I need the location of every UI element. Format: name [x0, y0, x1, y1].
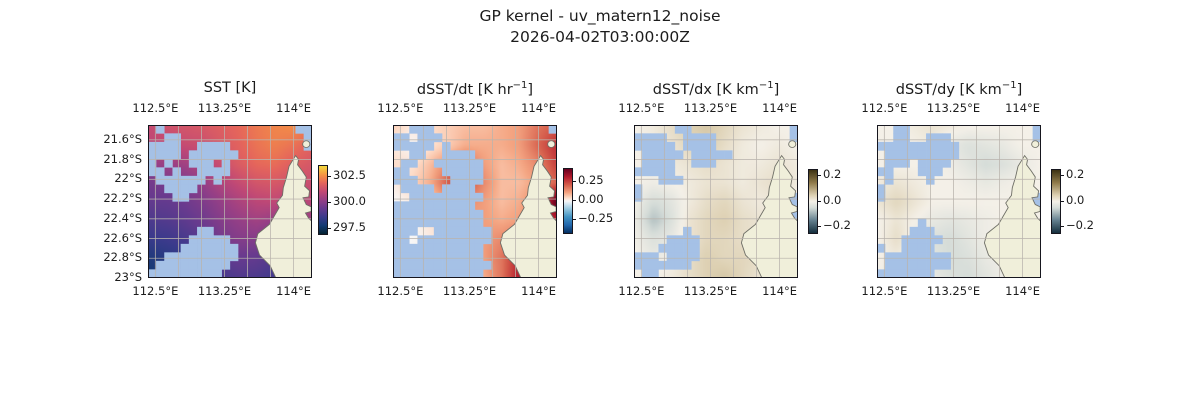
lat-tick-label: 22°S [114, 171, 142, 186]
panel-title-text: dSST/dy [K km [895, 81, 1002, 98]
lon-tick-label-top: 113.25°E [197, 101, 252, 115]
colorbar-tick-label: 302.5 [333, 168, 366, 183]
lon-tick-label-top: 114°E [1005, 101, 1041, 115]
colorbar-gradient-dsst-dy [1051, 169, 1061, 234]
panel-title-sst: SST [K] [148, 80, 312, 96]
panel-title-dsst-dy: dSST/dy [K km−1] [877, 80, 1041, 98]
colorbar-tick [1061, 200, 1064, 202]
map-dsst-dt [393, 125, 557, 278]
panel-title-dsst-dx: dSST/dx [K km−1] [634, 80, 798, 98]
colorbar-tick-label: 0.0 [1066, 192, 1085, 207]
lon-tick-label-top: 113.25°E [683, 101, 738, 115]
colorbar-sst: 302.5 300.0 297.5 [318, 165, 378, 235]
colorbar-tick [1061, 175, 1064, 177]
panel-title-superscript: −1 [758, 80, 774, 91]
lon-tick-label-top: 112.5°E [377, 101, 424, 115]
lat-tick-label: 23°S [114, 270, 142, 284]
colorbar-tick-label: −0.2 [1066, 217, 1094, 232]
colorbar-tick [328, 176, 331, 178]
colorbar-tick [328, 227, 331, 229]
lon-tick-label-top: 114°E [762, 101, 798, 115]
lon-tick-label-bottom: 114°E [1005, 284, 1041, 298]
colorbar-tick [573, 219, 576, 221]
colorbar-tick-label: −0.2 [823, 217, 851, 232]
colorbar-dsst-dt: 0.25 0.00 −0.25 [563, 168, 623, 234]
lon-tick-label-bottom: 112.5°E [132, 284, 179, 298]
colorbar-tick [818, 200, 821, 202]
colorbar-gradient-sst [318, 165, 328, 235]
panel-title-close: ] [527, 81, 534, 98]
lon-tick-label-top: 113.25°E [926, 101, 981, 115]
lat-tick-label: 22.2°S [103, 191, 142, 206]
lat-tick-label: 21.8°S [103, 151, 142, 166]
lon-tick-label-top: 112.5°E [618, 101, 665, 115]
colorbar-tick-label: 297.5 [333, 219, 366, 234]
map-canvas-sst [148, 125, 312, 278]
map-canvas-dsst-dx [634, 125, 798, 278]
colorbar-tick-label: −0.25 [578, 211, 614, 226]
colorbar-gradient-dsst-dt [563, 168, 573, 234]
lon-tick-label-bottom: 112.5°E [618, 284, 665, 298]
colorbar-tick [818, 175, 821, 177]
colorbar-tick-label: 0.0 [823, 192, 842, 207]
map-canvas-dsst-dy [877, 125, 1041, 278]
colorbar-dsst-dy: 0.2 0.0 −0.2 [1051, 167, 1111, 234]
colorbar-tick [328, 202, 331, 204]
colorbar-tick [573, 200, 576, 201]
panel-title-text: dSST/dt [K hr [416, 81, 513, 98]
lon-tick-label-bottom: 113.25°E [197, 284, 252, 298]
lon-tick-label-bottom: 114°E [762, 284, 798, 298]
lon-tick-label-bottom: 112.5°E [377, 284, 424, 298]
map-canvas-dsst-dt [393, 125, 557, 278]
lon-tick-label-top: 113.25°E [442, 101, 497, 115]
panel-title-text: dSST/dx [K km [652, 81, 759, 98]
lat-tick-label: 22.4°S [103, 210, 142, 225]
panel-title-close: ] [773, 81, 780, 98]
colorbar-tick-label: 300.0 [333, 194, 366, 209]
lon-tick-label-top: 112.5°E [132, 101, 179, 115]
panel-title-superscript: −1 [1001, 80, 1017, 91]
lon-tick-label-top: 112.5°E [861, 101, 908, 115]
lon-tick-label-bottom: 113.25°E [683, 284, 738, 298]
colorbar-gradient-dsst-dx [808, 169, 818, 234]
panel-title-superscript: −1 [512, 80, 528, 91]
figure-title-line2: 2026-04-02T03:00:00Z [510, 28, 690, 46]
colorbar-tick-label: 0.00 [578, 192, 604, 206]
lon-tick-label-bottom: 113.25°E [442, 284, 497, 298]
figure-title: GP kernel - uv_matern12_noise 2026-04-02… [0, 6, 1200, 48]
colorbar-dsst-dx: 0.2 0.0 −0.2 [808, 167, 868, 234]
lon-tick-label-top: 114°E [276, 101, 312, 115]
panel-title-dsst-dt: dSST/dt [K hr−1] [393, 80, 557, 98]
colorbar-tick-label: 0.25 [578, 172, 604, 187]
lon-tick-label-bottom: 113.25°E [926, 284, 981, 298]
panel-title-text: SST [K] [203, 80, 257, 96]
lon-tick-label-top: 114°E [521, 101, 557, 115]
lon-tick-label-bottom: 114°E [276, 284, 312, 298]
lat-tick-label: 22.8°S [103, 250, 142, 265]
map-dsst-dx [634, 125, 798, 278]
lon-tick-label-bottom: 112.5°E [861, 284, 908, 298]
lon-tick-label-bottom: 114°E [521, 284, 557, 298]
map-dsst-dy [877, 125, 1041, 278]
lat-tick-label: 21.6°S [103, 131, 142, 146]
colorbar-tick [818, 225, 821, 227]
panel-title-close: ] [1016, 81, 1023, 98]
map-sst [148, 125, 312, 278]
colorbar-tick [1061, 225, 1064, 227]
figure-title-line1: GP kernel - uv_matern12_noise [479, 7, 721, 25]
colorbar-tick-label: 0.2 [823, 167, 842, 182]
lat-tick-label: 22.6°S [103, 230, 142, 245]
colorbar-tick-label: 0.2 [1066, 167, 1085, 182]
colorbar-tick [573, 180, 576, 182]
